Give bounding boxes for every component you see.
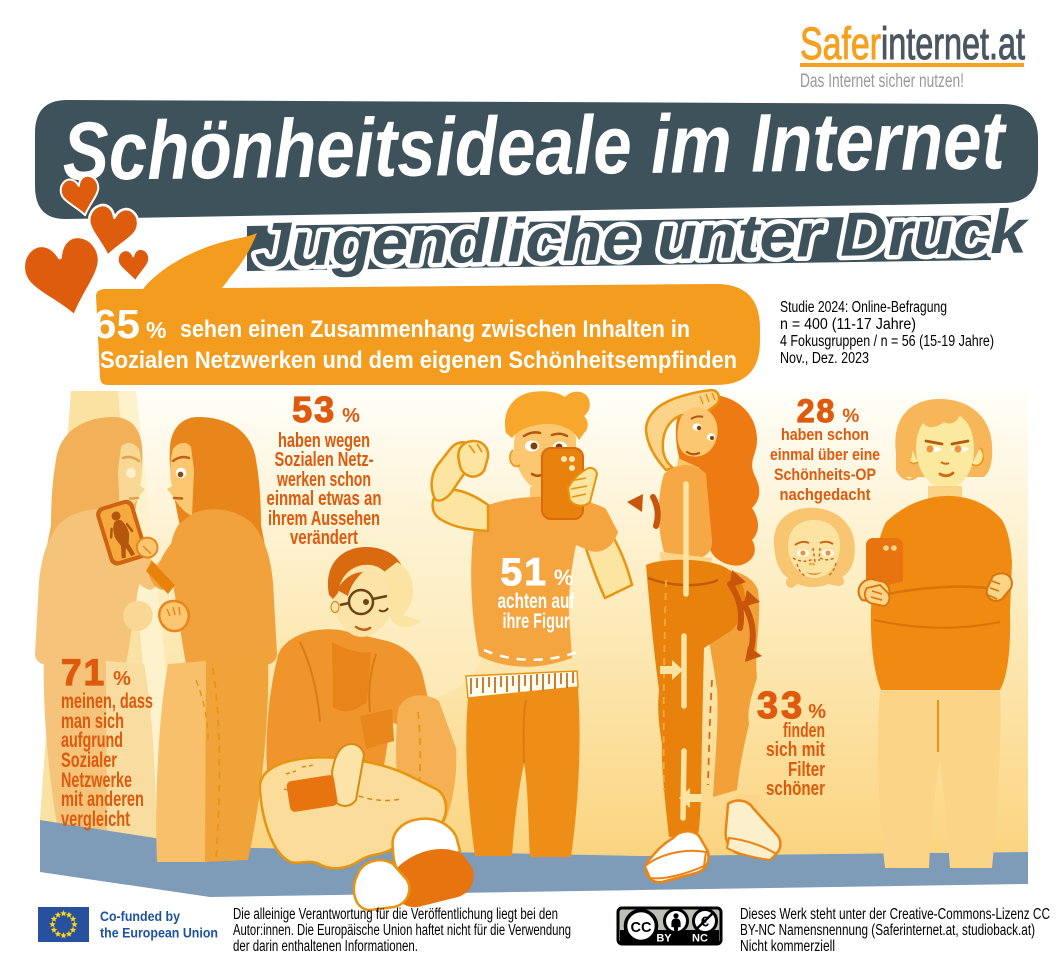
svg-text:Autor:innen. Die Europäische U: Autor:innen. Die Europäische Union hafte…: [233, 922, 571, 939]
svg-text:NC: NC: [692, 933, 708, 945]
svg-text:finden: finden: [783, 720, 825, 742]
svg-text:53%: 53%: [292, 389, 360, 430]
svg-text:CC: CC: [631, 919, 652, 936]
svg-text:Schönheitsideale im Internet: Schönheitsideale im Internet: [62, 93, 1008, 198]
svg-text:BY: BY: [656, 933, 672, 945]
svg-text:einmal über eine: einmal über eine: [770, 445, 880, 464]
svg-text:aufgrund: aufgrund: [61, 729, 123, 752]
svg-text:Das Internet sicher nutzen!: Das Internet sicher nutzen!: [800, 71, 964, 92]
svg-text:internet.at: internet.at: [881, 18, 1025, 69]
svg-text:achten auf: achten auf: [498, 590, 576, 613]
svg-text:Nicht kommerziell: Nicht kommerziell: [740, 938, 835, 955]
svg-text:sich mit: sich mit: [766, 739, 825, 761]
svg-text:Studie 2024: Online-Befragung: Studie 2024: Online-Befragung: [780, 299, 947, 316]
svg-text:Sozialen Netzwerken und dem ei: Sozialen Netzwerken und dem eigenen Schö…: [100, 347, 737, 374]
svg-text:ihre Figur: ihre Figur: [503, 610, 570, 633]
svg-text:Sozialer: Sozialer: [61, 749, 117, 772]
svg-text:Schönheits-OP: Schönheits-OP: [774, 465, 876, 484]
svg-text:haben schon: haben schon: [781, 425, 869, 444]
svg-text:meinen, dass: meinen, dass: [61, 690, 153, 713]
svg-text:Die alleinige Verantwortung fü: Die alleinige Verantwortung für die Verö…: [233, 906, 558, 923]
svg-text:%: %: [146, 317, 166, 343]
svg-text:einmal etwas an: einmal etwas an: [267, 488, 382, 510]
svg-text:man sich: man sich: [61, 710, 124, 733]
svg-text:Jugendliche unter Druck: Jugendliche unter Druck: [254, 197, 1031, 280]
svg-text:schöner: schöner: [766, 778, 825, 800]
svg-text:werken schon: werken schon: [276, 469, 371, 491]
svg-text:28%: 28%: [797, 393, 860, 429]
svg-text:65: 65: [93, 301, 140, 347]
svg-text:51%: 51%: [501, 551, 574, 594]
svg-text:the European Union: the European Union: [100, 926, 218, 941]
svg-text:nachgedacht: nachgedacht: [780, 485, 871, 504]
svg-text:€: €: [701, 915, 709, 931]
svg-text:33%: 33%: [757, 685, 826, 727]
svg-text:verändert: verändert: [290, 527, 358, 549]
svg-text:mit anderen: mit anderen: [61, 788, 144, 811]
svg-text:Sozialen Netz-: Sozialen Netz-: [275, 449, 374, 471]
svg-text:4 Fokusgruppen / n = 56 (15-19: 4 Fokusgruppen / n = 56 (15-19 Jahre): [780, 333, 994, 350]
svg-text:Co-funded by: Co-funded by: [100, 909, 180, 924]
svg-text:Filter: Filter: [788, 759, 825, 781]
svg-text:vergleicht: vergleicht: [61, 808, 130, 831]
svg-text:Nov., Dez. 2023: Nov., Dez. 2023: [780, 350, 869, 367]
svg-text:71%: 71%: [61, 652, 131, 693]
svg-text:sehen einen Zusammenhang zwisc: sehen einen Zusammenhang zwischen Inhalt…: [180, 316, 690, 343]
svg-text:ihrem Aussehen: ihrem Aussehen: [268, 508, 380, 530]
svg-text:der darin enthaltenen Informat: der darin enthaltenen Informationen.: [233, 938, 418, 955]
svg-text:Dieses Werk steht unter der Cr: Dieses Werk steht unter der Creative-Com…: [740, 906, 1050, 923]
svg-text:Netzwerke: Netzwerke: [61, 769, 132, 792]
svg-text:haben wegen: haben wegen: [278, 430, 370, 452]
svg-text:BY-NC Namensnennung (Saferinte: BY-NC Namensnennung (Saferinternet.at, s…: [740, 922, 1035, 939]
svg-text:n = 400 (11-17 Jahre): n = 400 (11-17 Jahre): [780, 316, 916, 333]
svg-text:Safer: Safer: [800, 18, 881, 69]
